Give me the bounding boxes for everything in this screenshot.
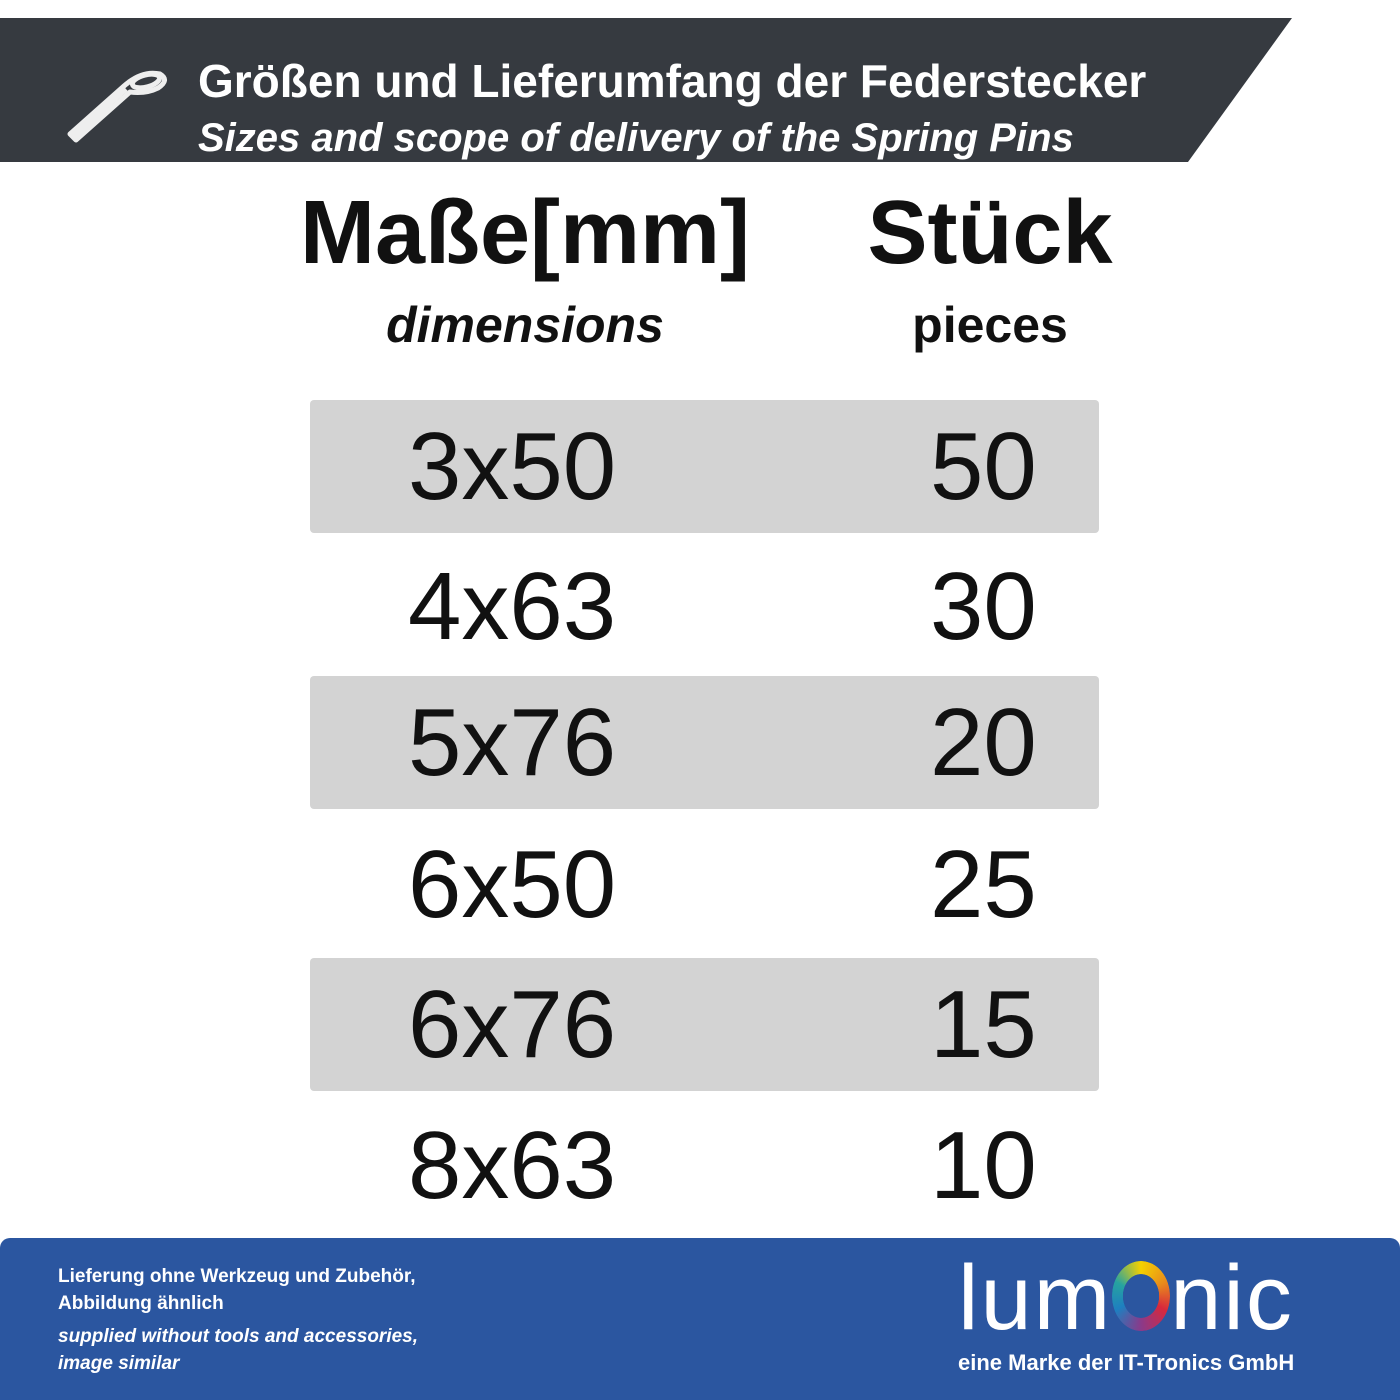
table-row: 3x50 50 (310, 400, 1099, 533)
dimension-cell: 6x50 (408, 831, 617, 938)
table-row: 5x76 20 (310, 676, 1099, 809)
logo-text-start: lum (958, 1247, 1113, 1349)
table-row: 6x76 15 (310, 958, 1099, 1091)
lumonic-logo: lum nic (958, 1252, 1294, 1344)
dimension-cell: 4x63 (408, 553, 617, 660)
color-ring-icon (1112, 1261, 1171, 1331)
dimension-cell: 8x63 (408, 1112, 617, 1219)
pieces-cell: 25 (930, 831, 1037, 938)
delivery-note-de: Lieferung ohne Werkzeug und Zubehör, (58, 1266, 416, 1287)
header-subtitle: Sizes and scope of delivery of the Sprin… (198, 116, 1074, 160)
header-title: Größen und Lieferumfang der Federstecker (198, 55, 1147, 107)
image-note-en: image similar (58, 1353, 180, 1374)
column-header-pieces: Stück pieces (860, 188, 1120, 350)
pieces-label: Stück (867, 183, 1113, 283)
table-row: 6x50 25 (310, 818, 1099, 951)
header-banner: Größen und Lieferumfang der Federstecker… (0, 18, 1292, 162)
brand-tagline: eine Marke der IT-Tronics GmbH (958, 1350, 1295, 1375)
table-row: 4x63 30 (310, 540, 1099, 673)
pieces-cell: 20 (930, 689, 1037, 796)
dimensions-label: Maße[mm] (299, 183, 751, 283)
footer-banner: Lieferung ohne Werkzeug und Zubehör, Abb… (0, 1238, 1400, 1400)
pieces-cell: 15 (930, 971, 1037, 1078)
dimension-cell: 5x76 (408, 689, 617, 796)
image-note-de: Abbildung ähnlich (58, 1293, 224, 1314)
table-row: 8x63 10 (310, 1099, 1099, 1232)
pieces-sublabel: pieces (912, 297, 1068, 353)
pieces-cell: 50 (930, 413, 1037, 520)
pieces-cell: 30 (930, 553, 1037, 660)
logo-text-end: nic (1170, 1247, 1294, 1349)
dimensions-sublabel: dimensions (386, 297, 664, 353)
spring-pin-icon (67, 70, 167, 143)
column-header-dimensions: Maße[mm] dimensions (290, 188, 760, 350)
dimension-cell: 3x50 (408, 413, 617, 520)
delivery-note-en: supplied without tools and accessories, (58, 1326, 419, 1347)
pieces-cell: 10 (930, 1112, 1037, 1219)
dimension-cell: 6x76 (408, 971, 617, 1078)
